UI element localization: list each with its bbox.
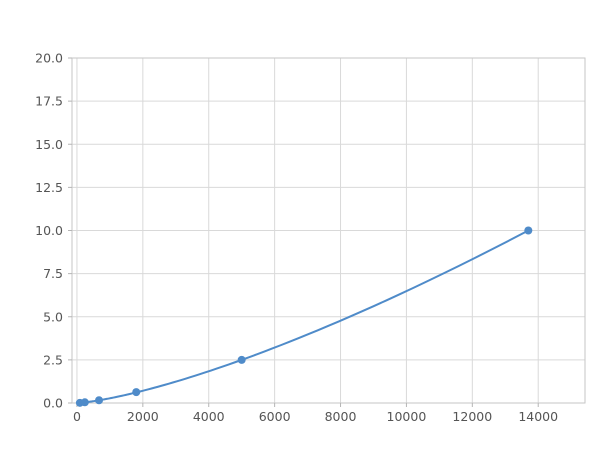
x-tick-label: 2000: [127, 409, 159, 424]
y-tick-label: 10.0: [35, 223, 63, 238]
data-point-marker: [80, 398, 89, 407]
y-tick-label: 7.5: [43, 266, 63, 281]
x-tick-label: 4000: [193, 409, 225, 424]
x-tick-label: 12000: [452, 409, 492, 424]
y-tick-label: 0.0: [43, 396, 63, 411]
x-tick-label: 8000: [325, 409, 357, 424]
x-tick-label: 14000: [518, 409, 558, 424]
y-tick-label: 2.5: [43, 352, 63, 367]
data-point-marker: [132, 388, 141, 397]
data-point-marker: [237, 355, 246, 364]
y-tick-label: 20.0: [35, 51, 63, 66]
y-tick-label: 12.5: [35, 180, 63, 195]
x-tick-label: 6000: [259, 409, 291, 424]
y-tick-label: 5.0: [43, 309, 63, 324]
x-tick-label: 10000: [387, 409, 427, 424]
x-tick-label: 0: [73, 409, 81, 424]
y-tick-label: 17.5: [35, 94, 63, 109]
data-point-marker: [95, 396, 104, 405]
y-tick-label: 15.0: [35, 137, 63, 152]
data-point-marker: [524, 226, 533, 235]
